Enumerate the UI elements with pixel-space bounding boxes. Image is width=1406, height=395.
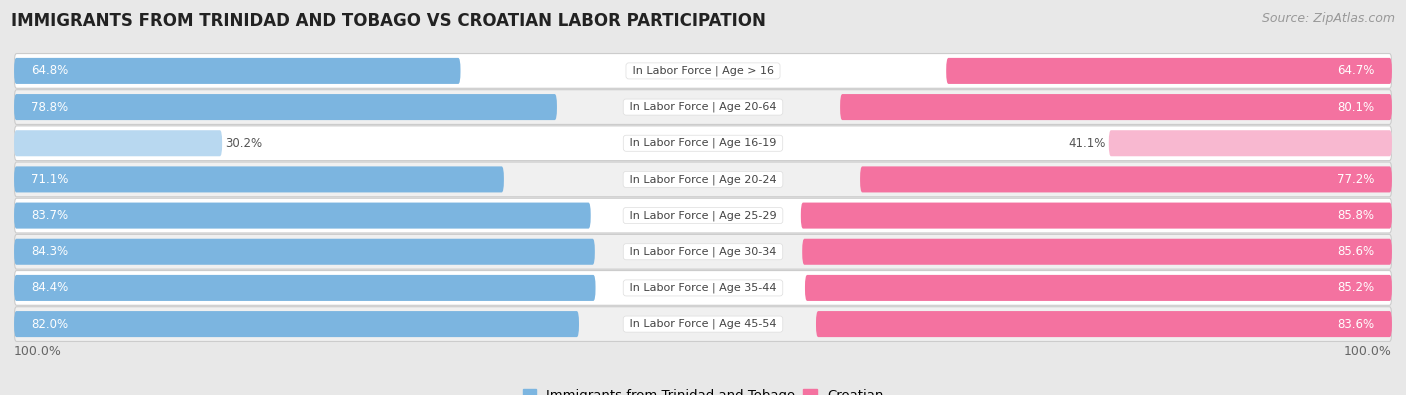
- FancyBboxPatch shape: [14, 90, 1392, 124]
- FancyBboxPatch shape: [14, 94, 557, 120]
- Text: In Labor Force | Age 16-19: In Labor Force | Age 16-19: [626, 138, 780, 149]
- FancyBboxPatch shape: [14, 307, 1392, 341]
- Text: In Labor Force | Age 25-29: In Labor Force | Age 25-29: [626, 210, 780, 221]
- FancyBboxPatch shape: [806, 275, 1392, 301]
- FancyBboxPatch shape: [14, 239, 595, 265]
- FancyBboxPatch shape: [14, 126, 1392, 161]
- Text: In Labor Force | Age 35-44: In Labor Force | Age 35-44: [626, 283, 780, 293]
- FancyBboxPatch shape: [14, 54, 1392, 88]
- FancyBboxPatch shape: [14, 271, 1392, 305]
- FancyBboxPatch shape: [14, 311, 579, 337]
- Text: Source: ZipAtlas.com: Source: ZipAtlas.com: [1261, 12, 1395, 25]
- FancyBboxPatch shape: [841, 94, 1392, 120]
- FancyBboxPatch shape: [14, 130, 222, 156]
- Text: 30.2%: 30.2%: [225, 137, 263, 150]
- Text: IMMIGRANTS FROM TRINIDAD AND TOBAGO VS CROATIAN LABOR PARTICIPATION: IMMIGRANTS FROM TRINIDAD AND TOBAGO VS C…: [11, 12, 766, 30]
- Text: In Labor Force | Age 20-24: In Labor Force | Age 20-24: [626, 174, 780, 185]
- Text: In Labor Force | Age 20-64: In Labor Force | Age 20-64: [626, 102, 780, 112]
- FancyBboxPatch shape: [14, 198, 1392, 233]
- Text: 78.8%: 78.8%: [31, 101, 69, 114]
- Text: 100.0%: 100.0%: [14, 345, 62, 358]
- Text: 85.6%: 85.6%: [1337, 245, 1375, 258]
- Text: 82.0%: 82.0%: [31, 318, 69, 331]
- FancyBboxPatch shape: [860, 166, 1392, 192]
- Text: 71.1%: 71.1%: [31, 173, 69, 186]
- Text: 84.3%: 84.3%: [31, 245, 69, 258]
- Text: In Labor Force | Age 45-54: In Labor Force | Age 45-54: [626, 319, 780, 329]
- Text: 85.8%: 85.8%: [1337, 209, 1375, 222]
- FancyBboxPatch shape: [14, 234, 1392, 269]
- Text: 64.7%: 64.7%: [1337, 64, 1375, 77]
- Text: In Labor Force | Age > 16: In Labor Force | Age > 16: [628, 66, 778, 76]
- FancyBboxPatch shape: [946, 58, 1392, 84]
- FancyBboxPatch shape: [14, 162, 1392, 197]
- FancyBboxPatch shape: [14, 203, 591, 229]
- Text: 64.8%: 64.8%: [31, 64, 69, 77]
- Text: 77.2%: 77.2%: [1337, 173, 1375, 186]
- Legend: Immigrants from Trinidad and Tobago, Croatian: Immigrants from Trinidad and Tobago, Cro…: [517, 384, 889, 395]
- Text: In Labor Force | Age 30-34: In Labor Force | Age 30-34: [626, 246, 780, 257]
- FancyBboxPatch shape: [14, 166, 503, 192]
- FancyBboxPatch shape: [801, 203, 1392, 229]
- Text: 83.7%: 83.7%: [31, 209, 69, 222]
- FancyBboxPatch shape: [815, 311, 1392, 337]
- FancyBboxPatch shape: [14, 58, 461, 84]
- FancyBboxPatch shape: [14, 275, 596, 301]
- Text: 83.6%: 83.6%: [1337, 318, 1375, 331]
- Text: 85.2%: 85.2%: [1337, 281, 1375, 294]
- Text: 41.1%: 41.1%: [1069, 137, 1105, 150]
- Text: 84.4%: 84.4%: [31, 281, 69, 294]
- Text: 80.1%: 80.1%: [1337, 101, 1375, 114]
- Text: 100.0%: 100.0%: [1344, 345, 1392, 358]
- FancyBboxPatch shape: [803, 239, 1392, 265]
- FancyBboxPatch shape: [1109, 130, 1392, 156]
